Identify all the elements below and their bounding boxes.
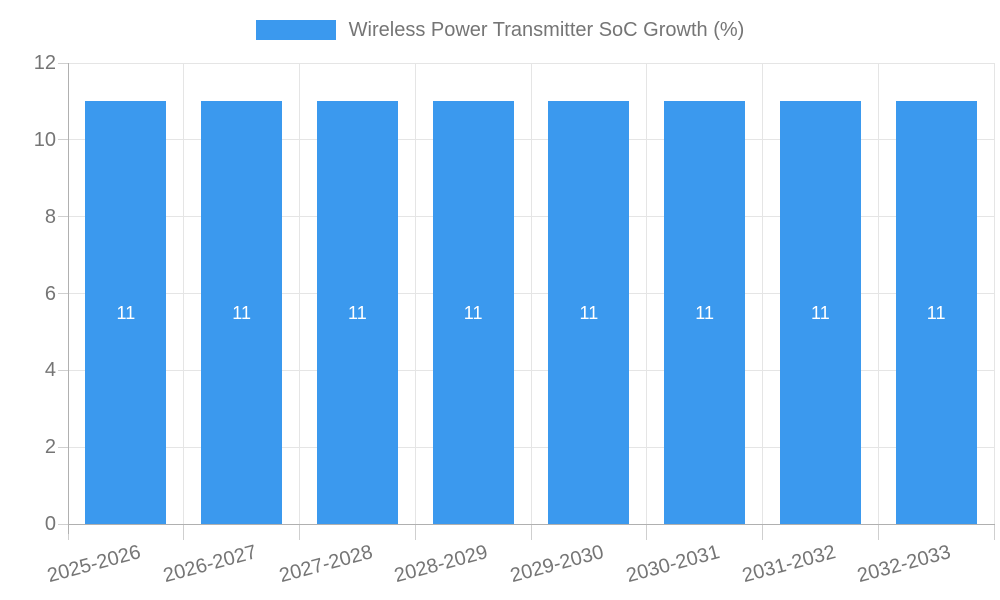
y-axis-tick [58, 62, 68, 64]
bar[interactable] [548, 101, 630, 524]
y-axis-tick [58, 216, 68, 218]
x-axis-label: 2027-2028 [276, 541, 375, 588]
bar-value-label: 11 [463, 302, 483, 323]
legend-swatch [255, 20, 336, 40]
bar-value-label: 11 [811, 302, 830, 323]
x-axis-label: 2031-2032 [739, 541, 838, 588]
x-axis-label: 2029-2030 [508, 541, 607, 588]
x-axis-label: 2025-2026 [45, 541, 144, 588]
y-axis-tick [58, 523, 68, 525]
bar[interactable] [316, 101, 398, 524]
bar[interactable] [85, 101, 167, 524]
y-axis-label: 12 [33, 52, 56, 74]
gridline-vertical [762, 63, 763, 524]
x-axis-line [68, 523, 995, 525]
x-axis-tick [183, 524, 185, 540]
gridline-vertical [877, 63, 879, 524]
x-axis-tick [877, 524, 879, 540]
bar[interactable] [201, 101, 283, 524]
y-axis-label: 8 [44, 205, 56, 228]
bar-value-label: 11 [232, 302, 251, 323]
x-axis-label: 2026-2027 [160, 541, 260, 588]
y-axis-label: 10 [33, 128, 56, 151]
bar-value-label: 11 [579, 302, 599, 323]
gridline-vertical [299, 63, 300, 524]
x-axis-tick [646, 524, 648, 540]
gridline-vertical [414, 63, 416, 524]
bar-value-label: 11 [348, 302, 367, 323]
y-axis-tick [58, 369, 68, 371]
gridline-vertical [993, 63, 995, 524]
bar[interactable] [895, 101, 977, 524]
y-axis-line [67, 63, 69, 534]
y-axis-label: 0 [44, 513, 56, 535]
gridline-vertical [183, 63, 185, 524]
x-axis-tick [762, 524, 763, 540]
bar[interactable] [779, 101, 861, 524]
y-axis-label: 4 [44, 359, 56, 382]
y-axis-label: 6 [44, 282, 56, 305]
y-axis-tick [58, 293, 68, 294]
y-axis-tick [58, 139, 68, 141]
bar-value-label: 11 [116, 302, 136, 323]
x-axis-tick [299, 524, 300, 540]
y-axis-tick [58, 446, 68, 448]
bar-value-label: 11 [926, 302, 946, 323]
x-axis-label: 2032-2033 [855, 541, 954, 588]
x-axis-tick [993, 524, 995, 540]
x-axis-label: 2030-2031 [623, 541, 723, 588]
bar[interactable] [664, 101, 746, 524]
y-axis-label: 2 [44, 436, 56, 459]
x-axis-tick [530, 524, 532, 540]
x-axis-label: 2028-2029 [392, 541, 491, 588]
bar-value-label: 11 [695, 302, 714, 323]
x-axis-tick [414, 524, 416, 540]
gridline-vertical [530, 63, 532, 524]
legend-label: Wireless Power Transmitter SoC Growth (%… [348, 18, 745, 41]
bar[interactable] [432, 101, 514, 524]
gridline-vertical [646, 63, 648, 524]
legend-item[interactable]: Wireless Power Transmitter SoC Growth (%… [0, 16, 1000, 44]
